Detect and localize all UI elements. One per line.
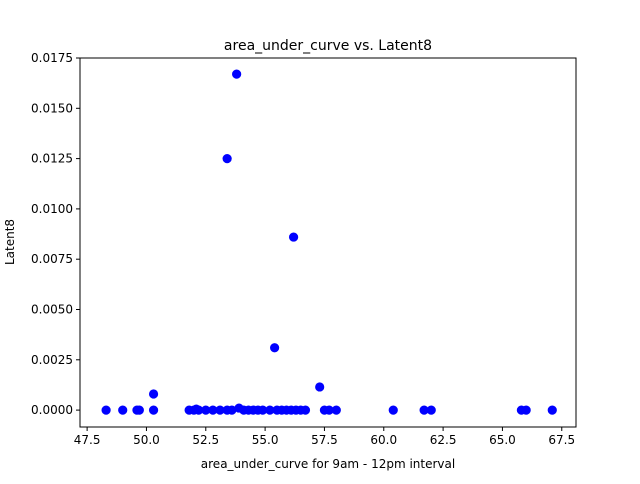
data-point xyxy=(426,405,436,415)
data-point xyxy=(148,405,159,415)
y-tick-label: 0.0000 xyxy=(31,403,73,417)
data-point xyxy=(288,232,299,242)
data-point xyxy=(222,153,232,164)
plot-area-frame xyxy=(79,57,577,428)
data-point xyxy=(419,405,429,415)
data-point xyxy=(201,405,211,415)
data-point xyxy=(331,405,341,415)
x-tick-label: 52.5 xyxy=(192,433,219,447)
y-tick-label: 0.0025 xyxy=(31,353,73,367)
data-point xyxy=(258,405,268,415)
x-tick-label: 50.0 xyxy=(133,433,160,447)
x-tick-label: 57.5 xyxy=(311,433,338,447)
data-point xyxy=(194,405,204,415)
data-point xyxy=(134,405,144,415)
data-point xyxy=(521,405,531,415)
data-point xyxy=(547,405,557,415)
x-axis-ticks: 47.5 50.0 52.5 55.0 57.5 60.0 62.5 65.0 67.5 xyxy=(74,427,575,447)
y-tick-label: 0.0075 xyxy=(31,252,73,266)
x-axis-label: area_under_curve for 9am - 12pm interval xyxy=(201,457,455,471)
x-tick-label: 62.5 xyxy=(430,433,457,447)
data-point xyxy=(265,405,275,415)
x-tick-label: 67.5 xyxy=(548,433,575,447)
data-point xyxy=(118,405,128,415)
chart-title: area_under_curve vs. Latent8 xyxy=(224,38,432,54)
y-tick-label: 0.0150 xyxy=(31,101,73,115)
y-tick-label: 0.0050 xyxy=(31,302,73,316)
y-tick-label: 0.0125 xyxy=(31,152,73,166)
data-points xyxy=(101,69,557,415)
x-tick-label: 60.0 xyxy=(370,433,397,447)
data-point xyxy=(208,405,218,415)
y-tick-label: 0.0100 xyxy=(31,202,73,216)
x-tick-label: 47.5 xyxy=(74,433,101,447)
data-point xyxy=(101,405,111,415)
data-point xyxy=(324,405,334,415)
x-tick-label: 65.0 xyxy=(489,433,516,447)
y-tick-label: 0.0175 xyxy=(31,51,73,65)
y-axis-label: Latent8 xyxy=(3,219,17,265)
x-tick-label: 55.0 xyxy=(252,433,279,447)
data-point xyxy=(315,382,325,392)
data-point xyxy=(232,69,242,79)
data-point xyxy=(215,405,225,415)
data-point xyxy=(148,389,159,399)
y-axis-ticks: 0.0000 0.0025 0.0050 0.0075 0.0100 0.0125 0.01… xyxy=(31,51,80,417)
data-point xyxy=(270,343,280,353)
data-point xyxy=(388,405,398,415)
data-point xyxy=(300,405,311,415)
data-point xyxy=(227,405,237,415)
